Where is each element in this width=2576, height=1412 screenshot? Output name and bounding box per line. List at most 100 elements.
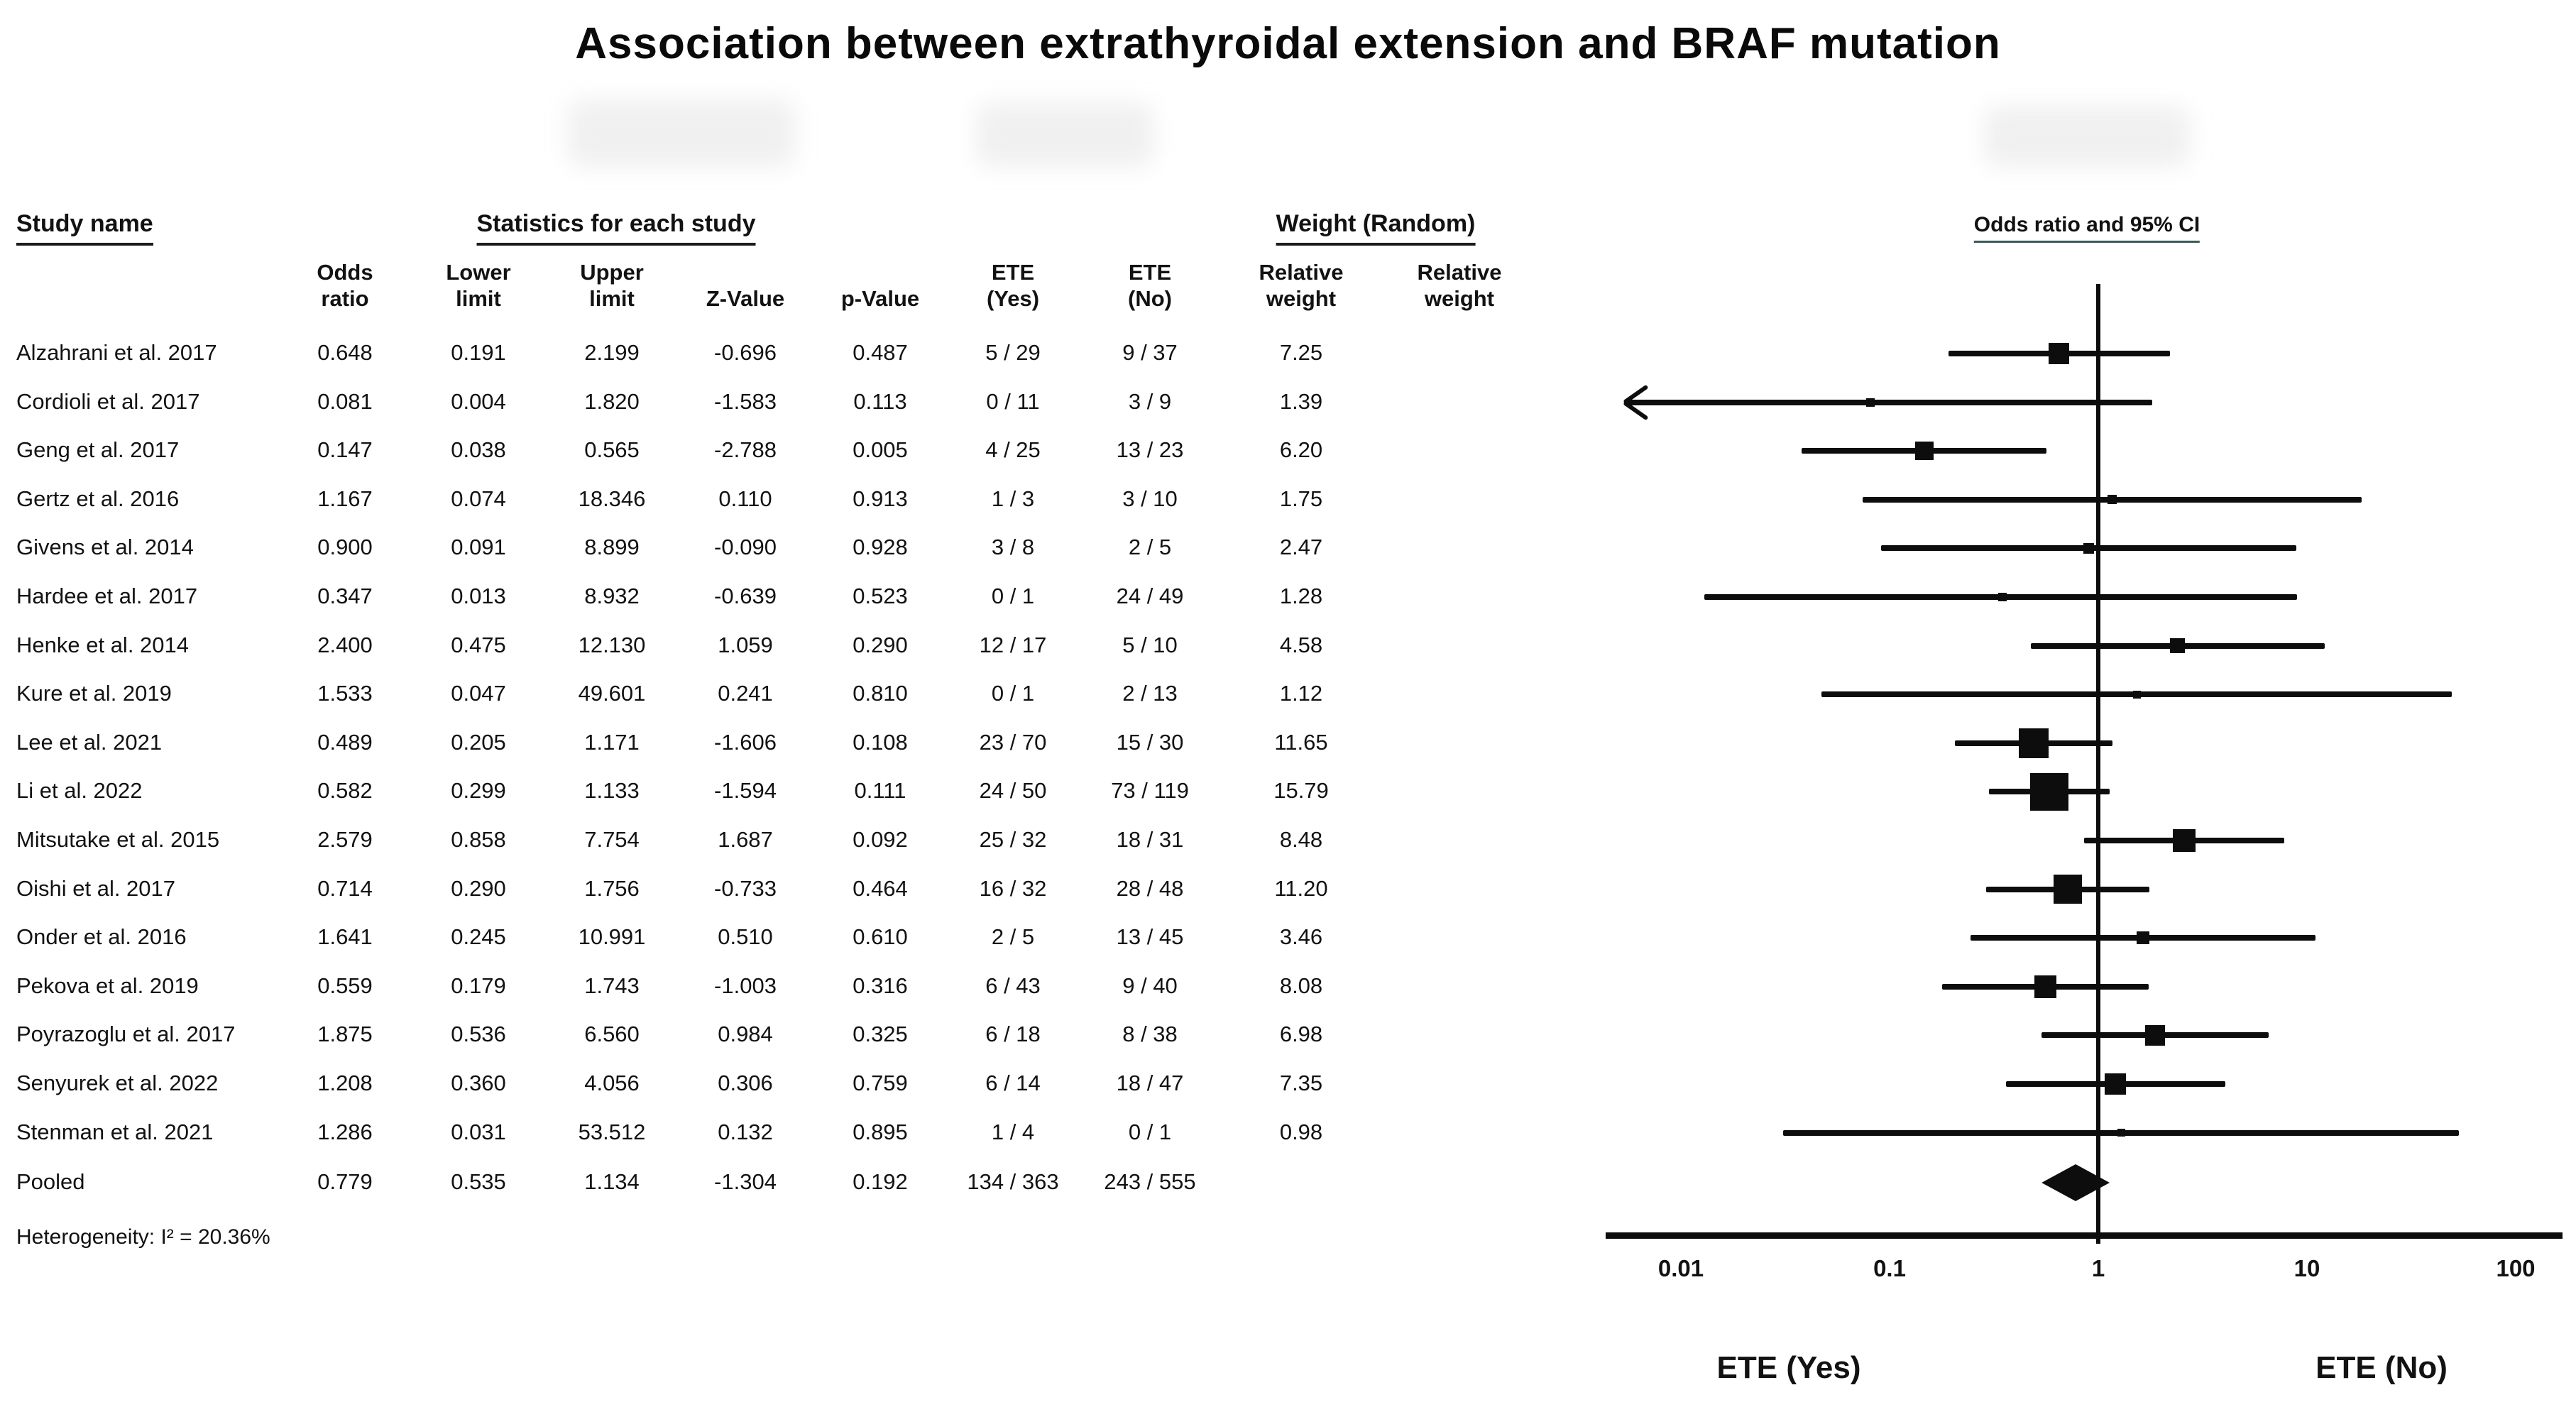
cell-ete-no: 18 / 31 <box>1116 827 1184 852</box>
cell-hi: 49.601 <box>578 681 646 706</box>
cell-p: 0.316 <box>853 973 908 998</box>
cell-lo: 0.038 <box>451 437 506 463</box>
axis-label-ete-yes: ETE (Yes) <box>1716 1350 1861 1385</box>
cell-ete-yes: 1 / 3 <box>991 486 1035 511</box>
forest-square <box>2108 495 2117 505</box>
cell-p: 0.523 <box>853 584 908 608</box>
cell-study-name: Gertz et al. 2016 <box>16 486 180 511</box>
cell-or: 1.167 <box>317 486 373 511</box>
cell-z: -1.003 <box>714 973 777 998</box>
cell-lo: 0.031 <box>451 1119 506 1144</box>
cell-ete-yes: 3 / 8 <box>991 535 1035 560</box>
cell-z: -1.606 <box>714 729 777 755</box>
cell-ete-yes: 134 / 363 <box>967 1169 1059 1194</box>
cell-hi: 6.560 <box>584 1022 640 1047</box>
cell-ete-yes: 4 / 25 <box>985 437 1041 463</box>
cell-ete-no: 28 / 48 <box>1116 875 1184 901</box>
cell-study-name: Senyurek et al. 2022 <box>16 1071 219 1095</box>
cell-z: -0.639 <box>714 584 777 608</box>
reference-line-or-1 <box>2096 284 2100 1244</box>
cell-p: 0.113 <box>853 388 907 414</box>
cell-ete-yes: 24 / 50 <box>979 778 1047 804</box>
forest-square <box>1866 398 1875 407</box>
cell-or: 1.208 <box>317 1071 373 1095</box>
cell-ete-yes: 6 / 14 <box>985 1071 1041 1095</box>
cell-hi: 2.199 <box>584 340 640 365</box>
ci-bar <box>1627 399 2153 405</box>
cell-or: 1.875 <box>317 1022 373 1047</box>
cell-hi: 1.134 <box>584 1169 640 1194</box>
cell-ete-no: 3 / 10 <box>1122 486 1178 511</box>
cell-ete-no: 8 / 38 <box>1122 1022 1178 1047</box>
forest-square <box>2172 828 2196 853</box>
cell-lo: 0.205 <box>451 729 506 755</box>
cell-z: 0.510 <box>718 924 773 950</box>
cell-study-name: Stenman et al. 2021 <box>16 1119 214 1144</box>
forest-square <box>2049 343 2070 364</box>
cell-ete-no: 9 / 37 <box>1122 340 1178 365</box>
header-weight-random: Weight (Random) <box>1276 210 1476 246</box>
cell-hi: 8.932 <box>584 584 640 608</box>
cell-or: 0.582 <box>317 778 373 804</box>
col-header-upper-limit: Upper limit <box>580 260 644 311</box>
forest-square <box>2137 931 2150 945</box>
cell-p: 0.290 <box>853 632 908 657</box>
cell-weight: 8.08 <box>1279 973 1323 998</box>
axis-tick-label: 10 <box>2293 1255 2320 1281</box>
cell-lo: 0.299 <box>451 778 506 804</box>
cell-study-name: Poyrazoglu et al. 2017 <box>16 1022 236 1047</box>
forest-square <box>2034 975 2057 998</box>
cell-study-name: Henke et al. 2014 <box>16 632 190 657</box>
cell-lo: 0.091 <box>451 535 506 560</box>
cell-or: 1.641 <box>317 924 373 950</box>
cell-p: 0.759 <box>853 1071 908 1095</box>
cell-lo: 0.858 <box>451 827 506 852</box>
cell-weight: 8.48 <box>1279 827 1323 852</box>
cell-weight: 6.20 <box>1279 437 1323 463</box>
forest-square <box>2083 542 2095 554</box>
cell-ete-yes: 0 / 1 <box>991 584 1035 608</box>
forest-square <box>2132 690 2142 699</box>
forest-square <box>2053 875 2083 904</box>
cell-study-name: Oishi et al. 2017 <box>16 875 176 901</box>
heterogeneity-note: Heterogeneity: I² = 20.36% <box>16 1225 270 1249</box>
cell-ete-yes: 25 / 32 <box>979 827 1047 852</box>
cell-z: 0.110 <box>718 486 772 511</box>
cell-hi: 53.512 <box>578 1119 646 1144</box>
cell-z: -0.733 <box>714 875 777 901</box>
cell-hi: 12.130 <box>578 632 646 657</box>
cell-weight: 11.65 <box>1274 729 1328 755</box>
forest-square <box>1915 442 1934 461</box>
header-statistics: Statistics for each study <box>476 210 756 246</box>
cell-p: 0.464 <box>853 875 908 901</box>
header-odds-ratio-ci: Odds ratio and 95% CI <box>1973 213 2200 243</box>
cell-weight: 1.12 <box>1279 681 1323 706</box>
cell-study-name: Alzahrani et al. 2017 <box>16 340 217 365</box>
cell-study-name: Li et al. 2022 <box>16 778 143 804</box>
cell-or: 0.648 <box>317 340 373 365</box>
cell-p: 0.487 <box>853 340 908 365</box>
cell-ete-no: 18 / 47 <box>1116 1071 1184 1095</box>
col-header-lower-limit: Lower limit <box>446 260 511 311</box>
cell-weight: 15.79 <box>1273 778 1329 804</box>
cell-ete-yes: 2 / 5 <box>991 924 1035 950</box>
cell-weight: 7.35 <box>1279 1071 1323 1095</box>
cell-p: 0.108 <box>853 729 908 755</box>
cell-ete-yes: 6 / 18 <box>985 1022 1041 1047</box>
cell-lo: 0.536 <box>451 1022 506 1047</box>
cell-lo: 0.290 <box>451 875 506 901</box>
cell-hi: 18.346 <box>578 486 646 511</box>
cell-p: 0.005 <box>853 437 908 463</box>
cell-study-name: Hardee et al. 2017 <box>16 584 198 608</box>
forest-square <box>2105 1073 2126 1095</box>
cell-ete-no: 15 / 30 <box>1116 729 1184 755</box>
cell-or: 0.559 <box>317 973 373 998</box>
cell-p: 0.192 <box>853 1169 908 1194</box>
cell-weight: 7.25 <box>1279 340 1323 365</box>
cell-or: 2.400 <box>317 632 373 657</box>
cell-z: -0.696 <box>714 340 777 365</box>
col-header-ete-no: ETE (No) <box>1128 260 1172 311</box>
cell-weight: 0.98 <box>1279 1119 1323 1144</box>
